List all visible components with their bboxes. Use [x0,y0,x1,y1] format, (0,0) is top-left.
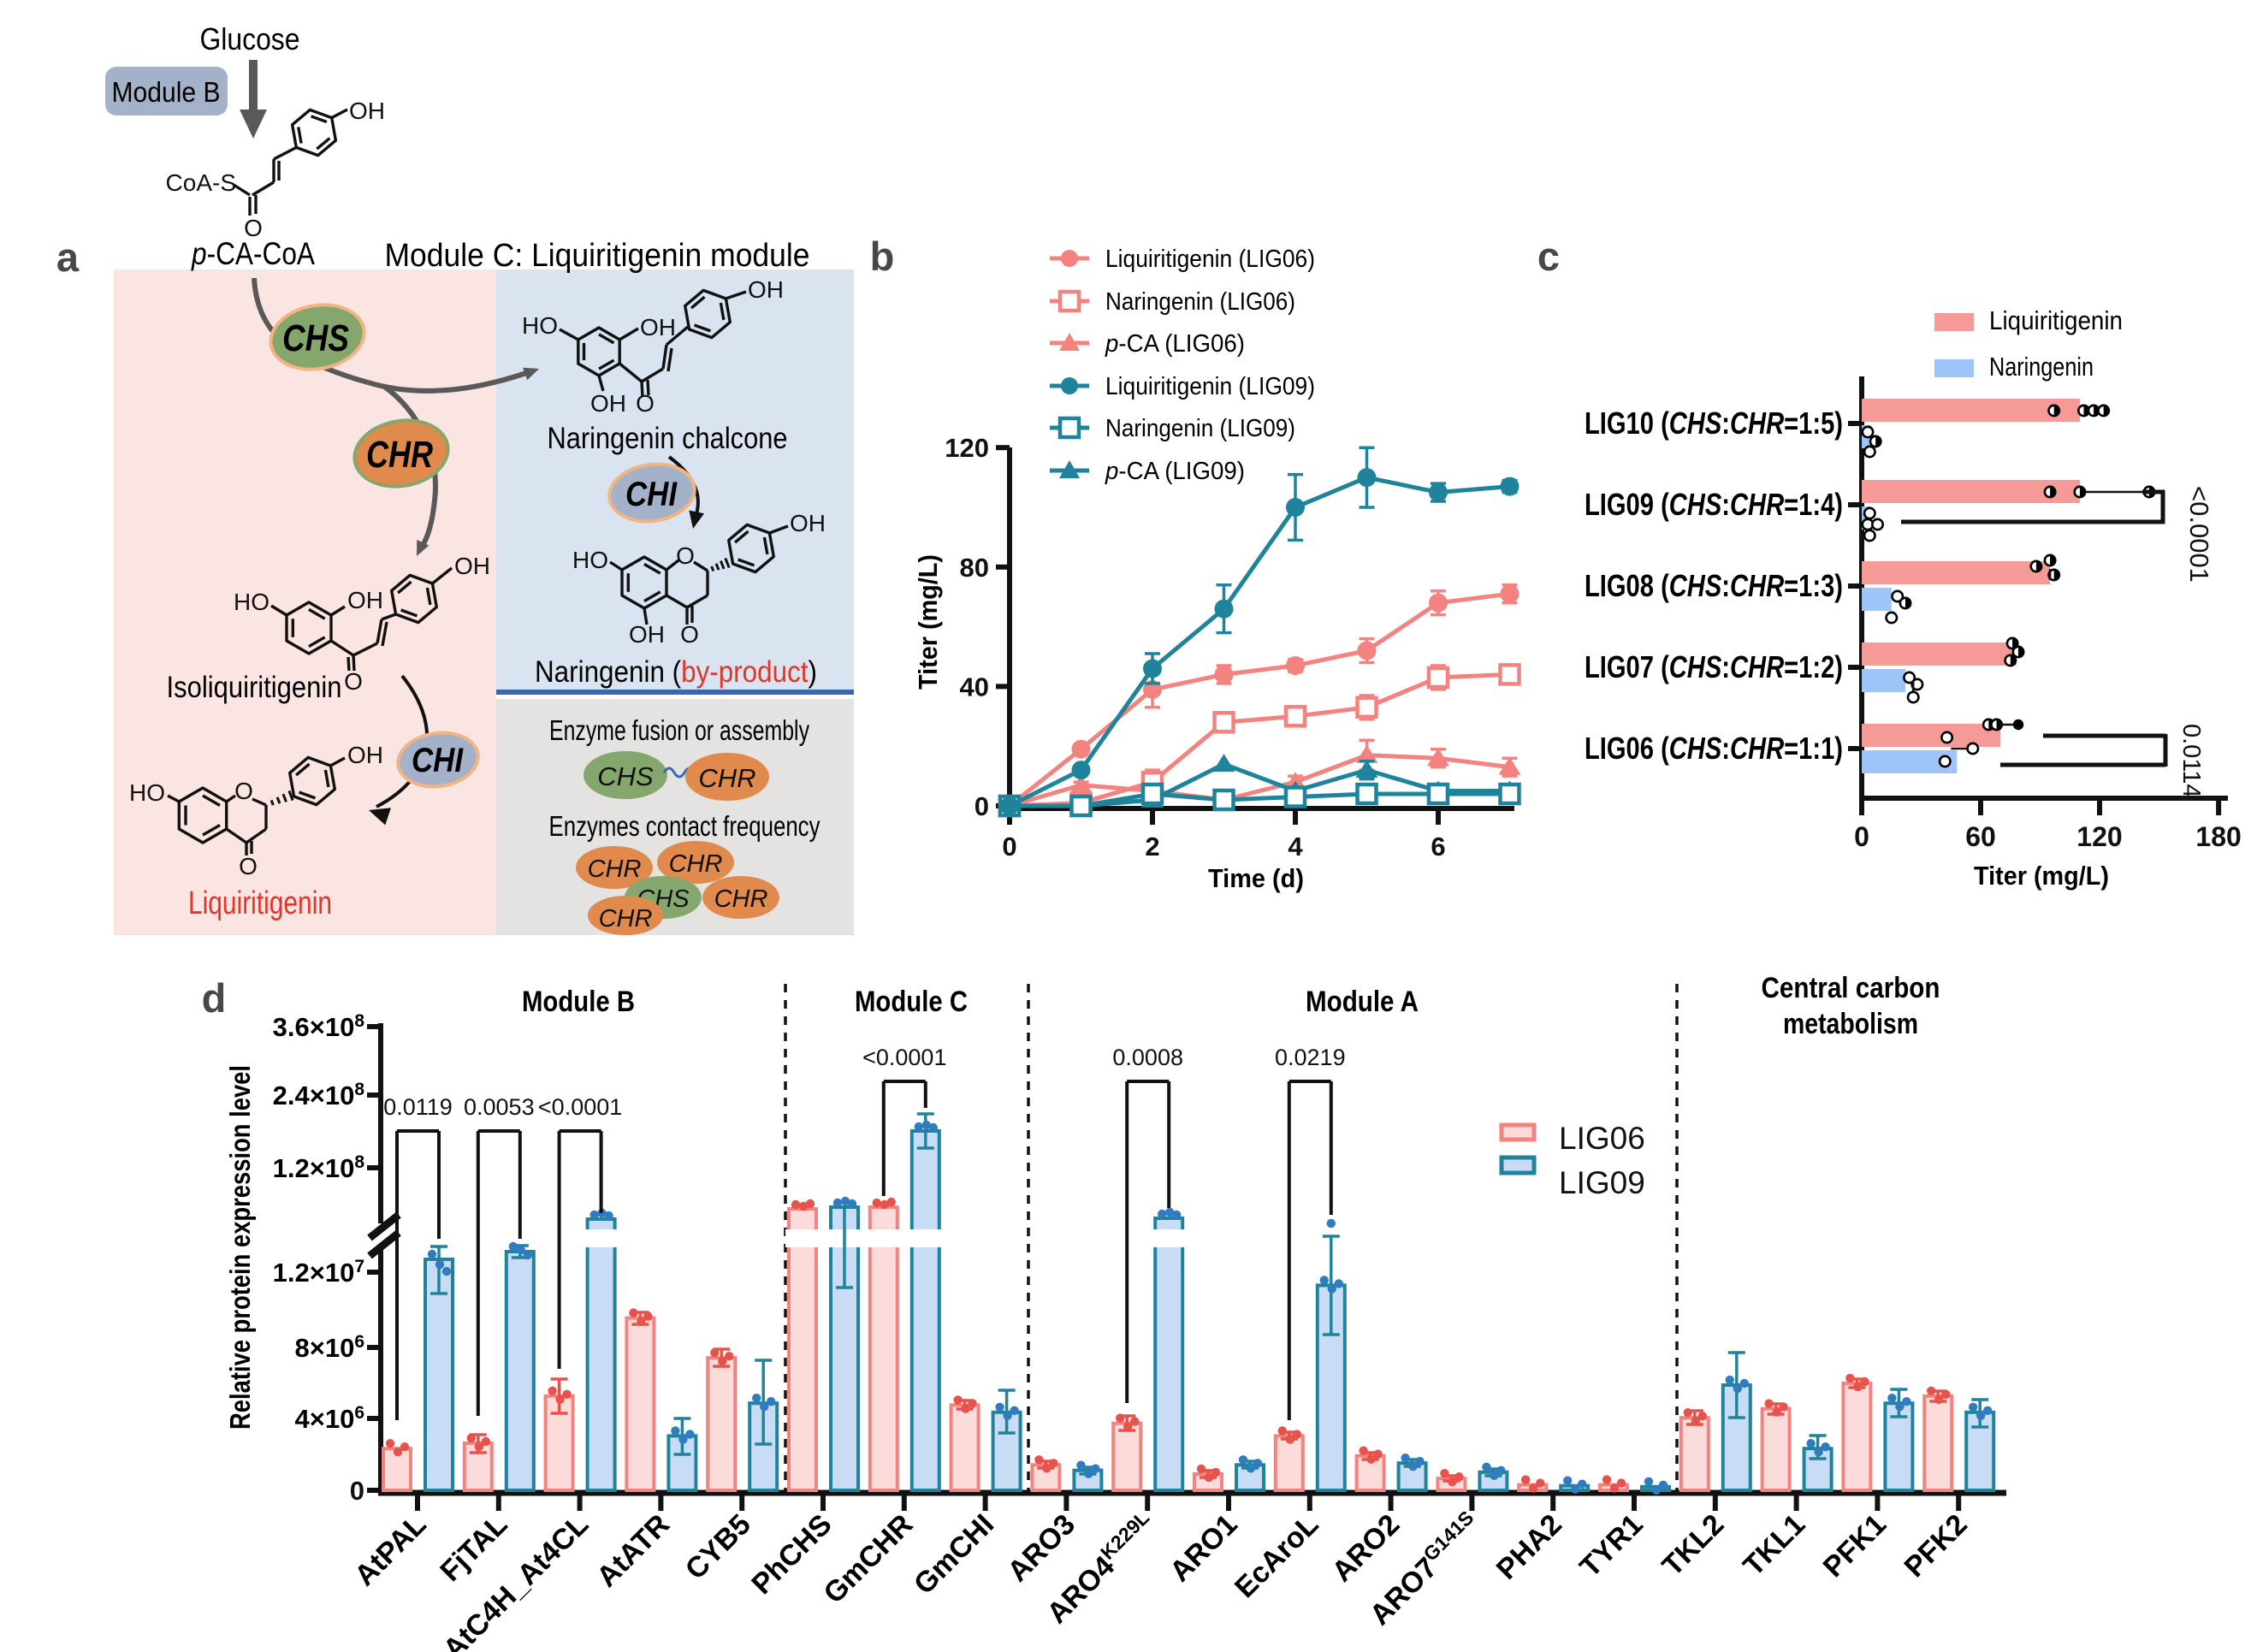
svg-text:Module C: Liquiritigenin modul: Module C: Liquiritigenin module [385,238,810,274]
svg-text:CHR: CHR [588,856,642,883]
svg-text:2: 2 [1145,832,1159,862]
svg-text:CHI: CHI [625,476,678,513]
svg-text:O: O [676,542,695,569]
svg-text:Relative protein expression le: Relative protein expression level [224,1065,256,1430]
svg-text:80: 80 [960,553,989,583]
svg-text:OH: OH [349,98,385,124]
svg-text:p-CA (LIG06): p-CA (LIG06) [1105,330,1245,358]
svg-text:Module B: Module B [522,986,635,1018]
svg-text:<0.0001: <0.0001 [2184,486,2214,583]
svg-text:OH: OH [347,587,383,613]
svg-text:CoA-S: CoA-S [166,169,236,196]
svg-text:4×106: 4×106 [294,1403,364,1434]
svg-text:LIG10 (CHS:CHR=1:5): LIG10 (CHS:CHR=1:5) [1585,406,1843,441]
svg-text:0: 0 [1854,821,1869,852]
svg-text:CHR: CHR [669,850,723,878]
svg-text:OH: OH [347,742,383,768]
svg-text:O: O [344,668,363,695]
svg-text:LIG07 (CHS:CHR=1:2): LIG07 (CHS:CHR=1:2) [1585,649,1843,684]
svg-text:p-CA-CoA: p-CA-CoA [191,236,315,271]
svg-text:Glucose: Glucose [200,21,300,56]
svg-text:Naringenin: Naringenin [1989,352,2094,382]
svg-text:O: O [244,215,263,241]
svg-text:metabolism: metabolism [1783,1008,1918,1040]
svg-text:Liquiritigenin: Liquiritigenin [1989,305,2123,335]
svg-text:c: c [1537,234,1560,279]
svg-text:Titer (mg/L): Titer (mg/L) [1974,861,2109,891]
svg-text:40: 40 [960,672,989,702]
svg-text:Naringenin (by-product): Naringenin (by-product) [535,655,817,689]
svg-text:LIG09: LIG09 [1559,1165,1645,1200]
svg-text:Naringenin (LIG06): Naringenin (LIG06) [1105,288,1295,316]
svg-text:120: 120 [945,433,989,463]
svg-text:CHR: CHR [714,885,768,913]
svg-text:Module C: Module C [855,986,968,1018]
svg-text:LIG06: LIG06 [1559,1121,1645,1156]
svg-text:Enzymes contact frequency: Enzymes contact frequency [549,810,820,842]
svg-text:<0.0001: <0.0001 [538,1094,622,1120]
svg-text:CHR: CHR [599,905,653,933]
svg-text:O: O [636,390,655,417]
svg-text:0.0008: 0.0008 [1112,1045,1183,1070]
svg-text:Liquiritigenin (LIG09): Liquiritigenin (LIG09) [1105,373,1315,400]
svg-text:OH: OH [454,553,490,579]
svg-text:4: 4 [1288,832,1303,862]
svg-text:HO: HO [572,547,608,573]
svg-text:OH: OH [640,314,676,340]
svg-text:180: 180 [2195,821,2241,852]
svg-text:LIG06 (CHS:CHR=1:1): LIG06 (CHS:CHR=1:1) [1585,731,1843,766]
svg-text:Naringenin (LIG09): Naringenin (LIG09) [1105,415,1295,442]
svg-text:LIG08 (CHS:CHR=1:3): LIG08 (CHS:CHR=1:3) [1585,568,1843,603]
svg-text:CHR: CHR [698,763,755,793]
svg-text:HO: HO [129,779,165,806]
svg-text:CHR: CHR [366,434,433,476]
svg-text:Titer (mg/L): Titer (mg/L) [913,554,943,690]
svg-text:0: 0 [1002,832,1016,862]
svg-text:Time (d): Time (d) [1208,863,1304,893]
svg-text:O: O [234,778,253,804]
svg-text:1.2×108: 1.2×108 [273,1152,365,1183]
svg-text:CHS: CHS [597,761,654,791]
svg-text:CHS: CHS [282,317,349,359]
svg-text:<0.0001: <0.0001 [862,1045,946,1070]
svg-text:3.6×108: 3.6×108 [273,1011,365,1042]
svg-text:OH: OH [629,621,665,648]
svg-text:Module B: Module B [112,76,221,108]
svg-text:LIG09 (CHS:CHR=1:4): LIG09 (CHS:CHR=1:4) [1585,487,1843,522]
svg-text:2.4×108: 2.4×108 [273,1080,365,1110]
svg-text:OH: OH [590,390,626,417]
svg-text:0.0119: 0.0119 [383,1094,453,1120]
svg-text:120: 120 [2076,821,2122,852]
svg-text:CHI: CHI [412,742,464,779]
svg-text:Module A: Module A [1306,986,1419,1018]
svg-text:HO: HO [234,589,270,615]
svg-text:6: 6 [1431,832,1445,862]
svg-text:0.0114: 0.0114 [2177,724,2205,798]
svg-text:Liquiritigenin (LIG06): Liquiritigenin (LIG06) [1105,246,1315,273]
svg-text:HO: HO [522,312,558,339]
svg-text:0: 0 [350,1476,364,1506]
svg-text:Enzyme fusion or assembly: Enzyme fusion or assembly [549,714,809,746]
svg-text:p-CA (LIG09): p-CA (LIG09) [1105,458,1245,485]
svg-text:0.0053: 0.0053 [464,1094,535,1120]
svg-text:1.2×107: 1.2×107 [273,1257,364,1288]
svg-text:Central carbon: Central carbon [1762,972,1940,1004]
svg-text:0: 0 [974,791,989,821]
svg-text:Isoliquiritigenin: Isoliquiritigenin [167,671,342,704]
svg-text:O: O [239,853,258,879]
svg-text:0.0219: 0.0219 [1275,1045,1346,1070]
svg-text:60: 60 [1965,821,1996,852]
svg-text:a: a [56,234,80,280]
svg-text:Liquiritigenin: Liquiritigenin [188,885,332,921]
svg-text:OH: OH [790,510,826,536]
svg-text:OH: OH [748,276,784,303]
svg-text:d: d [202,975,227,1021]
svg-text:Naringenin chalcone: Naringenin chalcone [548,422,788,455]
svg-text:8×106: 8×106 [294,1332,364,1363]
svg-text:O: O [680,621,699,648]
svg-text:b: b [870,234,895,279]
